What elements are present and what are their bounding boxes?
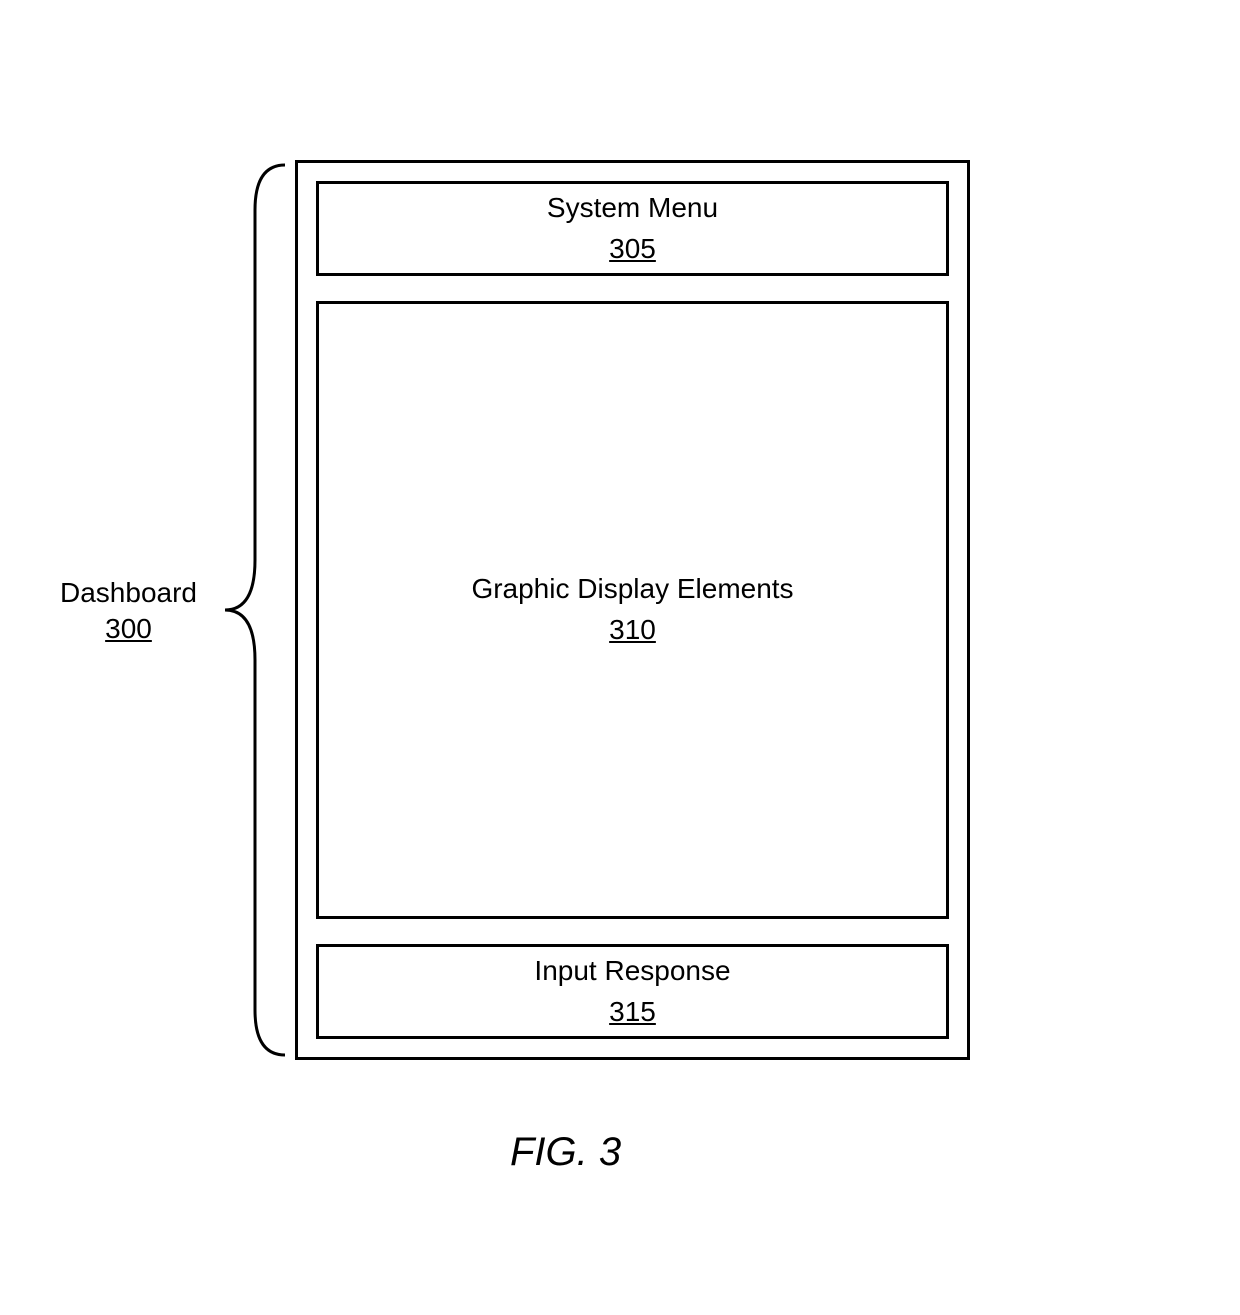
brace-icon — [215, 160, 295, 1060]
graphic-display-label: Graphic Display Elements — [471, 569, 793, 610]
graphic-display-ref: 310 — [609, 610, 656, 651]
dashboard-label-ref: 300 — [105, 613, 152, 644]
system-menu-ref: 305 — [609, 229, 656, 270]
dashboard-label-text: Dashboard — [60, 577, 197, 608]
graphic-display-box: Graphic Display Elements 310 — [316, 301, 949, 919]
system-menu-label: System Menu — [547, 188, 718, 229]
dashboard-main-box: System Menu 305 Graphic Display Elements… — [295, 160, 970, 1060]
input-response-label: Input Response — [534, 951, 730, 992]
input-response-ref: 315 — [609, 992, 656, 1033]
dashboard-outer-label: Dashboard 300 — [60, 575, 197, 648]
system-menu-box: System Menu 305 — [316, 181, 949, 276]
diagram-container: Dashboard 300 System Menu 305 Graphic Di… — [60, 160, 1020, 1060]
figure-caption: FIG. 3 — [510, 1130, 621, 1175]
input-response-box: Input Response 315 — [316, 944, 949, 1039]
